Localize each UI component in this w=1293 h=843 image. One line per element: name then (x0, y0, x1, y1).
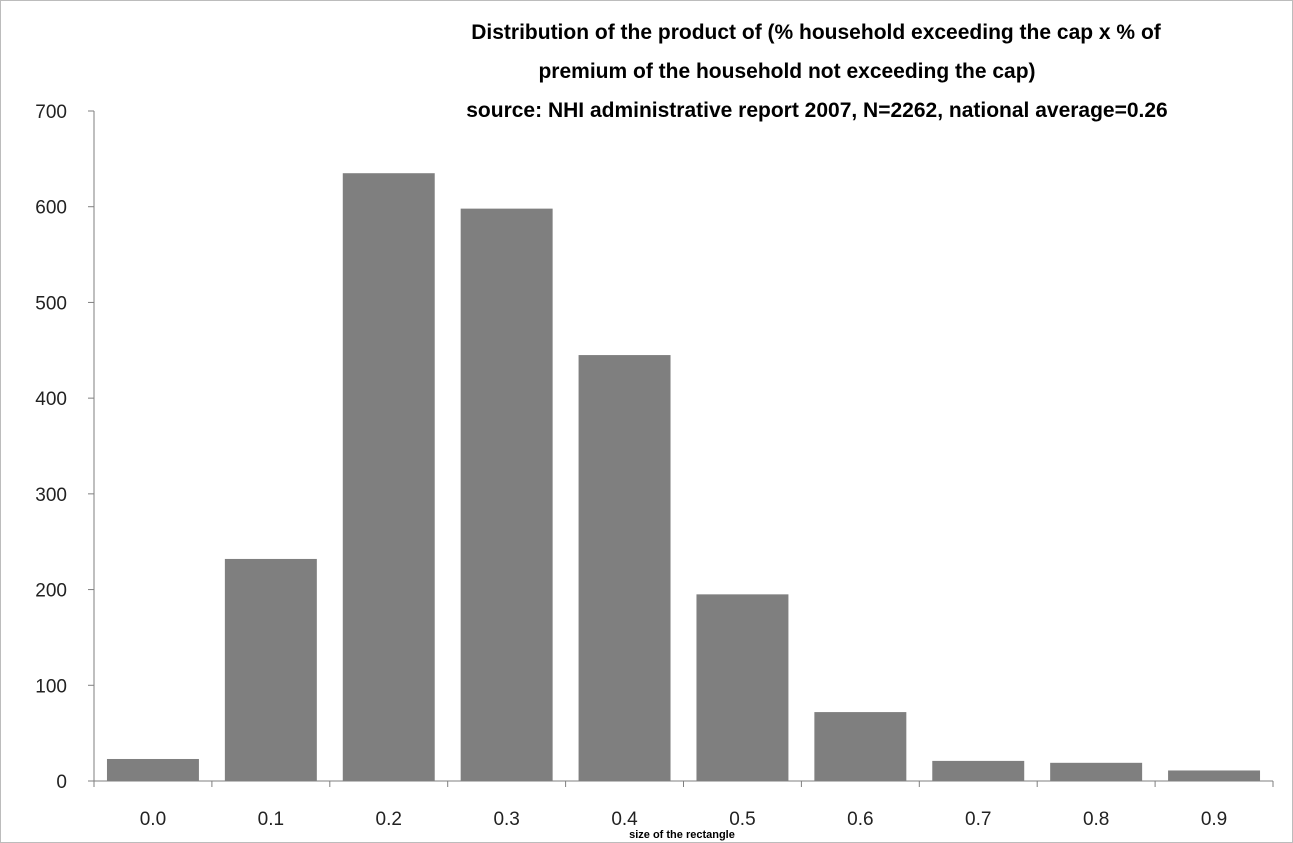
y-axis: 0 100 200 300 400 500 600 700 (35, 102, 95, 793)
x-tick-label: 0.3 (493, 809, 519, 830)
x-tick-label: 0.4 (611, 809, 638, 830)
chart-title-line-3: source: NHI administrative report 2007, … (466, 99, 1168, 122)
bar (1050, 762, 1143, 781)
y-tick-label: 100 (35, 676, 67, 697)
x-tick-label: 0.6 (847, 809, 873, 830)
chart-title-line-2: premium of the household not exceeding t… (538, 60, 1035, 83)
bar (106, 758, 199, 781)
x-tick-label: 0.8 (1083, 809, 1109, 830)
bar (578, 355, 671, 781)
bar (814, 712, 907, 781)
x-tick-label: 0.5 (729, 809, 755, 830)
x-tick-label: 0.7 (965, 809, 991, 830)
x-tick-label: 0.1 (258, 809, 284, 830)
y-tick-label: 500 (35, 293, 67, 314)
chart-title-line-1: Distribution of the product of (% househ… (471, 21, 1162, 44)
y-tick-label: 600 (35, 198, 67, 219)
bar (696, 594, 789, 781)
x-tick-label: 0.2 (376, 809, 402, 830)
bar (342, 173, 435, 781)
y-tick-label: 300 (35, 485, 67, 506)
x-axis-title: size of the rectangle (629, 829, 735, 841)
y-tick-label: 400 (35, 389, 67, 410)
x-tick-label: 0.0 (140, 809, 166, 830)
y-tick-label: 700 (35, 102, 67, 123)
bar (224, 558, 317, 781)
bars (106, 173, 1261, 782)
y-tick-label: 0 (56, 772, 67, 793)
x-tick-label: 0.9 (1201, 809, 1227, 830)
x-axis: 0.0 0.1 0.2 0.3 0.4 0.5 0.6 0.7 0.8 0.9 (93, 780, 1274, 830)
bar (1168, 770, 1261, 781)
bar (932, 760, 1025, 781)
bar (460, 208, 553, 782)
y-tick-label: 200 (35, 581, 67, 602)
chart-title: Distribution of the product of (% househ… (466, 21, 1168, 122)
